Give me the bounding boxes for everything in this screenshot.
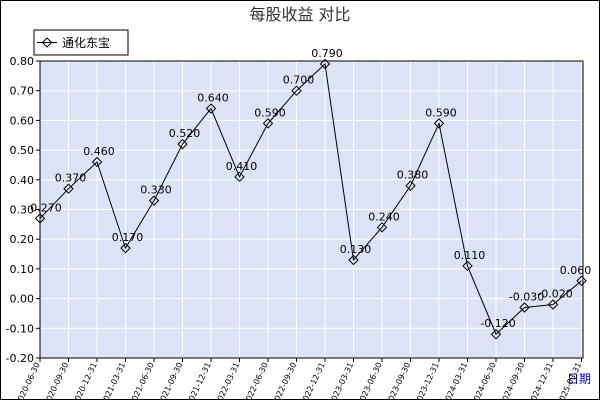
y-axis: 0.80 0.70 0.60 0.50 0.40 0.30 0.20 0.10 0.00 -0.1… bbox=[6, 55, 40, 365]
data-point-marker bbox=[63, 183, 74, 194]
x-axis-label: 日期 bbox=[567, 372, 591, 386]
data-point-marker bbox=[519, 302, 530, 313]
data-label: -0.120 bbox=[480, 317, 515, 330]
data-label: 0.520 bbox=[169, 127, 201, 140]
y-tick-label: -0.20 bbox=[6, 352, 34, 365]
data-point-marker bbox=[34, 213, 46, 224]
y-tick-label: 0.00 bbox=[10, 293, 35, 306]
legend-diamond-marker-icon bbox=[41, 37, 53, 48]
data-point-marker bbox=[120, 242, 131, 254]
data-label: 0.110 bbox=[454, 249, 486, 262]
data-label: 0.130 bbox=[340, 243, 372, 256]
data-label: -0.020 bbox=[537, 288, 572, 301]
data-label: 0.240 bbox=[368, 210, 400, 223]
data-point-marker bbox=[405, 180, 416, 191]
y-tick-label: 0.60 bbox=[10, 114, 35, 127]
data-point-marker bbox=[348, 254, 359, 266]
data-label: 0.170 bbox=[112, 231, 144, 244]
y-tick-label: 0.30 bbox=[10, 204, 35, 217]
chart-title: 每股收益 对比 bbox=[249, 5, 350, 24]
y-tick-label: 0.40 bbox=[10, 174, 35, 187]
y-tick-label: 0.70 bbox=[10, 85, 35, 98]
data-point-marker bbox=[291, 85, 302, 96]
data-point-marker bbox=[148, 195, 160, 206]
data-label: 0.370 bbox=[55, 172, 87, 185]
data-label: 0.410 bbox=[226, 160, 258, 173]
data-point-marker bbox=[177, 138, 188, 150]
y-tick-label: 0.50 bbox=[10, 144, 35, 157]
series-layer: 0.270 0.370 0.460 0.170 0.330 0.520 0.640 0.410… bbox=[30, 47, 592, 340]
series-line bbox=[39, 62, 582, 336]
data-point-marker bbox=[319, 58, 331, 70]
data-point-marker bbox=[91, 156, 103, 168]
y-tick-label: 0.10 bbox=[10, 263, 35, 276]
data-point-marker bbox=[547, 299, 559, 310]
data-point-marker bbox=[205, 103, 217, 114]
data-label: 0.590 bbox=[425, 106, 457, 119]
data-label: 0.460 bbox=[83, 145, 115, 158]
y-tick-label: 0.20 bbox=[10, 233, 35, 246]
data-point-marker bbox=[376, 222, 388, 233]
data-point-marker bbox=[490, 329, 502, 340]
data-label: 0.270 bbox=[30, 201, 62, 214]
data-label: 0.790 bbox=[311, 47, 343, 60]
data-point-marker bbox=[433, 118, 445, 129]
y-tick-label: 0.80 bbox=[10, 55, 35, 68]
data-label: 0.060 bbox=[560, 264, 592, 277]
data-label: 0.380 bbox=[397, 169, 429, 182]
legend: 通化东宝 bbox=[33, 29, 129, 56]
data-label: 0.700 bbox=[283, 74, 315, 87]
y-tick-label: -0.10 bbox=[6, 322, 34, 335]
data-point-marker bbox=[262, 118, 274, 129]
data-label: 0.590 bbox=[254, 106, 286, 119]
data-label: 0.640 bbox=[197, 92, 229, 105]
data-label: -0.030 bbox=[509, 291, 544, 304]
data-label: 0.330 bbox=[140, 184, 172, 197]
data-point-marker bbox=[234, 171, 245, 183]
data-point-marker bbox=[576, 275, 587, 286]
legend-label: 通化东宝 bbox=[62, 36, 110, 50]
data-point-marker bbox=[462, 260, 473, 272]
